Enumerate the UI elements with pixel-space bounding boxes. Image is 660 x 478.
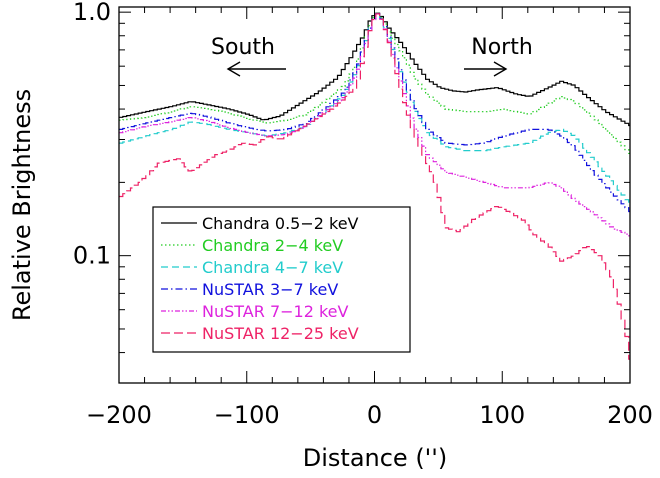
series-line-1 <box>119 12 630 154</box>
arrow-north-head-icon <box>493 61 508 77</box>
series-line-2 <box>119 13 630 205</box>
legend-label: NuSTAR 12−25 keV <box>202 324 359 343</box>
y-tick-label: 0.1 <box>73 242 111 270</box>
annotation-north: North <box>471 35 533 60</box>
axes: −200 −100 0 100 200 0.1 1.0 <box>73 0 653 429</box>
legend-label: NuSTAR 3−7 keV <box>202 280 338 299</box>
y-tick-label: 1.0 <box>73 0 111 26</box>
series-line-3 <box>119 13 630 213</box>
legend-label: Chandra 4−7 keV <box>202 258 343 277</box>
legend-label: Chandra 0.5−2 keV <box>202 214 359 233</box>
x-tick-label: 200 <box>607 401 653 429</box>
arrow-south-head-icon <box>226 61 241 77</box>
x-axis-label: Distance ('') <box>303 444 448 472</box>
legend-label: NuSTAR 7−12 keV <box>202 302 349 321</box>
annotation-south: South <box>211 35 275 60</box>
x-tick-label: −200 <box>86 401 152 429</box>
y-axis-label: Relative Brightness <box>8 89 36 321</box>
series-line-5 <box>119 13 630 360</box>
x-tick-label: −100 <box>214 401 280 429</box>
legend-label: Chandra 2−4 keV <box>202 236 343 255</box>
x-tick-label: 0 <box>367 401 382 429</box>
legend-box <box>152 206 411 353</box>
legend: Chandra 0.5−2 keV Chandra 2−4 keV Chandra … <box>152 206 411 353</box>
x-tick-label: 100 <box>479 401 525 429</box>
series-line-4 <box>119 13 630 237</box>
direction-annotations: South North <box>211 35 533 77</box>
series-line-0 <box>119 12 630 127</box>
series-lines <box>119 12 630 360</box>
